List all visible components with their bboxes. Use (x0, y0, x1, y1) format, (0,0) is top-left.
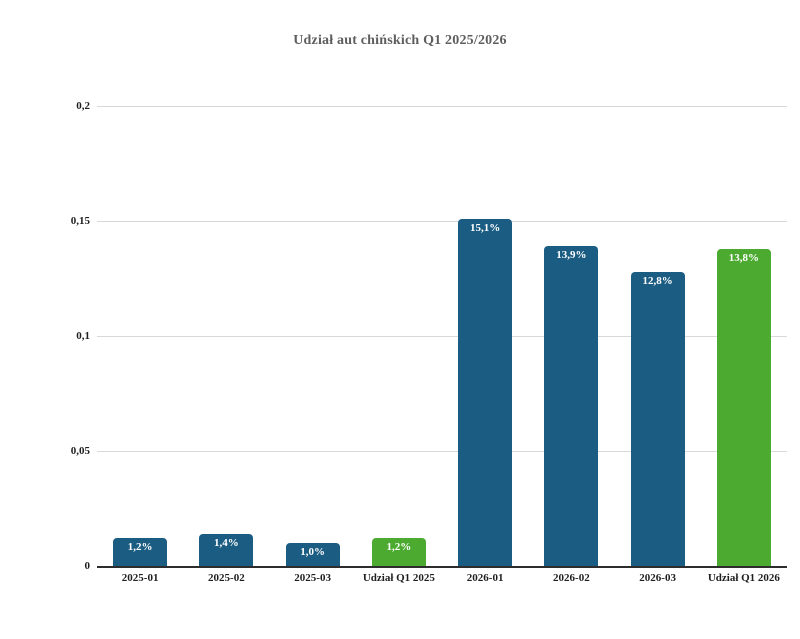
bar-slot: 1,0% (270, 106, 356, 566)
bar-slot: 1,2% (356, 106, 442, 566)
bar-2026-01: 15,1% (458, 218, 513, 566)
chart-title: Udział aut chińskich Q1 2025/2026 (293, 33, 507, 48)
bar-slot: 15,1% (442, 106, 528, 566)
x-axis-tick-label: Udział Q1 2025 (362, 572, 435, 584)
x-axis-tick-label: 2026-03 (639, 572, 676, 584)
bar-value-label: 13,8% (728, 251, 759, 264)
x-axis-tick-label: 2025-01 (121, 572, 159, 584)
bar-2025-02: 1,4% (199, 533, 254, 566)
bar-value-label: 13,9% (556, 249, 587, 262)
x-axis-tick-label: 2026-01 (466, 572, 504, 584)
y-axis-tick-label: 0,05 (70, 445, 90, 457)
bar-2025-01: 1,2% (113, 538, 168, 566)
gridline (97, 221, 787, 222)
bar-Udział Q1 2026: 13,8% (716, 248, 771, 566)
bars: 1,2% 1,4% 1,0% 1,2% 15,1% 13,9% 12,8% 13,8% (97, 106, 787, 566)
gridline (97, 451, 787, 452)
bar-2026-03: 12,8% (630, 271, 685, 566)
bar-slot: 13,8% (701, 106, 787, 566)
bar-slot: 1,4% (183, 106, 269, 566)
bar-slot: 1,2% (97, 106, 183, 566)
x-axis-tick-label: 2025-02 (208, 572, 245, 584)
gridline (97, 106, 787, 107)
y-axis-tick-label: 0,2 (76, 100, 90, 112)
y-axis-tick-label: 0,15 (70, 215, 90, 227)
x-axis-labels: 2025-01 2025-02 2025-03 Udział Q1 2025 2026-… (97, 572, 787, 584)
bar-value-label: 1,2% (127, 541, 153, 554)
bar-slot: 13,9% (528, 106, 614, 566)
plot-area: 1,2% 1,4% 1,0% 1,2% 15,1% 13,9% 12,8% 13,8% (97, 106, 787, 568)
bar-value-label: 1,2% (386, 541, 412, 554)
bar-Udział Q1 2025: 1,2% (371, 538, 426, 566)
gridline (97, 336, 787, 337)
y-axis-tick-label: 0,1 (76, 330, 90, 342)
bar-value-label: 12,8% (642, 274, 673, 287)
x-axis-tick-label: 2026-02 (553, 572, 590, 584)
bar-value-label: 1,0% (300, 546, 325, 558)
bar-value-label: 15,1% (470, 221, 501, 234)
bar-2025-03: 1,0% (285, 543, 340, 566)
y-axis-tick-label: 0 (84, 560, 91, 572)
x-axis-tick-label: Udział Q1 2026 (707, 572, 780, 584)
bar-value-label: 1,4% (214, 536, 239, 549)
bar-slot: 12,8% (615, 106, 701, 566)
x-axis-tick-label: 2025-03 (294, 572, 331, 584)
bar-2026-02: 13,9% (544, 246, 599, 566)
